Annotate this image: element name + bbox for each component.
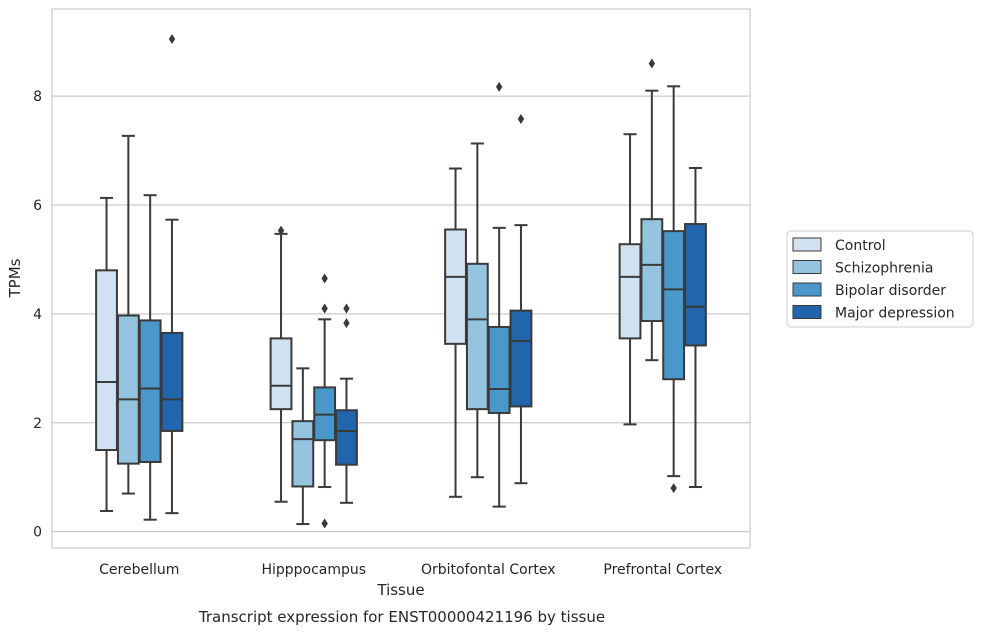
- box-3-0: [618, 133, 642, 426]
- box-1-3: [335, 303, 358, 504]
- box-0-3: [160, 33, 184, 515]
- flier-0: [517, 113, 525, 124]
- x-tick-label-3: Prefrontal Cortex: [603, 562, 722, 578]
- box-body: [160, 331, 184, 432]
- box-body: [509, 309, 533, 408]
- legend: Control Schizophrenia Bipolar disorder Majo…: [786, 230, 974, 328]
- box-body: [684, 223, 707, 347]
- x-tick-label-1: Hipppocampus: [261, 562, 366, 578]
- flier-0: [648, 58, 656, 69]
- y-tick-label-2: 4: [33, 307, 42, 323]
- flier-2: [321, 518, 328, 529]
- box-body: [444, 228, 467, 345]
- box-body: [662, 230, 686, 381]
- y-axis-label: TPMs: [6, 258, 24, 298]
- flier-0: [495, 81, 503, 92]
- y-tick-label-1: 2: [33, 416, 42, 432]
- plot-frame: [51, 8, 751, 549]
- chart-caption: Transcript expression for ENST0000042119…: [198, 608, 605, 626]
- box-body: [618, 243, 642, 340]
- flier-0: [168, 33, 176, 44]
- x-tick-label-2: Orbitofontal Cortex: [421, 562, 556, 578]
- flier-1: [343, 318, 350, 329]
- box-1-0: [269, 225, 293, 503]
- box-0-0: [95, 196, 118, 512]
- legend-swatch-0: [792, 237, 822, 252]
- box-body: [291, 420, 315, 488]
- y-tick-label-3: 6: [33, 198, 42, 214]
- box-body: [335, 409, 358, 466]
- box-3-1: [640, 58, 664, 362]
- box-body: [487, 325, 511, 414]
- flier-0: [321, 273, 328, 284]
- box-body: [95, 269, 118, 452]
- y-axis-ticks: 0 2 4 6 8: [33, 89, 42, 541]
- flier-0: [343, 303, 350, 314]
- y-tick-label-4: 8: [33, 89, 42, 105]
- box-body: [138, 319, 162, 463]
- y-tick-label-0: 0: [33, 525, 42, 541]
- box-body: [269, 337, 293, 411]
- box-3-3: [684, 166, 707, 489]
- flier-0: [277, 225, 285, 236]
- flier-0: [670, 483, 677, 494]
- box-body: [465, 262, 489, 411]
- box-1-1: [291, 367, 315, 526]
- box-2-3: [509, 113, 533, 485]
- legend-label-0: Control: [835, 238, 886, 254]
- box-body: [640, 218, 664, 322]
- x-axis-ticks: Cerebellum Hipppocampus Orbitofontal Corte…: [99, 562, 722, 578]
- legend-swatch-2: [792, 282, 822, 297]
- legend-label-1: Schizophrenia: [835, 261, 933, 277]
- box-body: [116, 314, 140, 465]
- flier-1: [321, 303, 328, 314]
- legend-swatch-1: [792, 260, 822, 274]
- box-0-2: [138, 194, 162, 521]
- legend-label-3: Major depression: [835, 306, 955, 322]
- x-tick-label-0: Cerebellum: [99, 562, 179, 578]
- box-2-0: [444, 167, 467, 498]
- x-axis-label: Tissue: [376, 581, 424, 599]
- legend-frame: [786, 230, 974, 328]
- legend-label-2: Bipolar disorder: [835, 283, 946, 299]
- box-series: [95, 33, 707, 529]
- legend-swatch-3: [792, 305, 822, 319]
- box-1-2: [313, 273, 337, 529]
- box-2-2: [487, 81, 511, 508]
